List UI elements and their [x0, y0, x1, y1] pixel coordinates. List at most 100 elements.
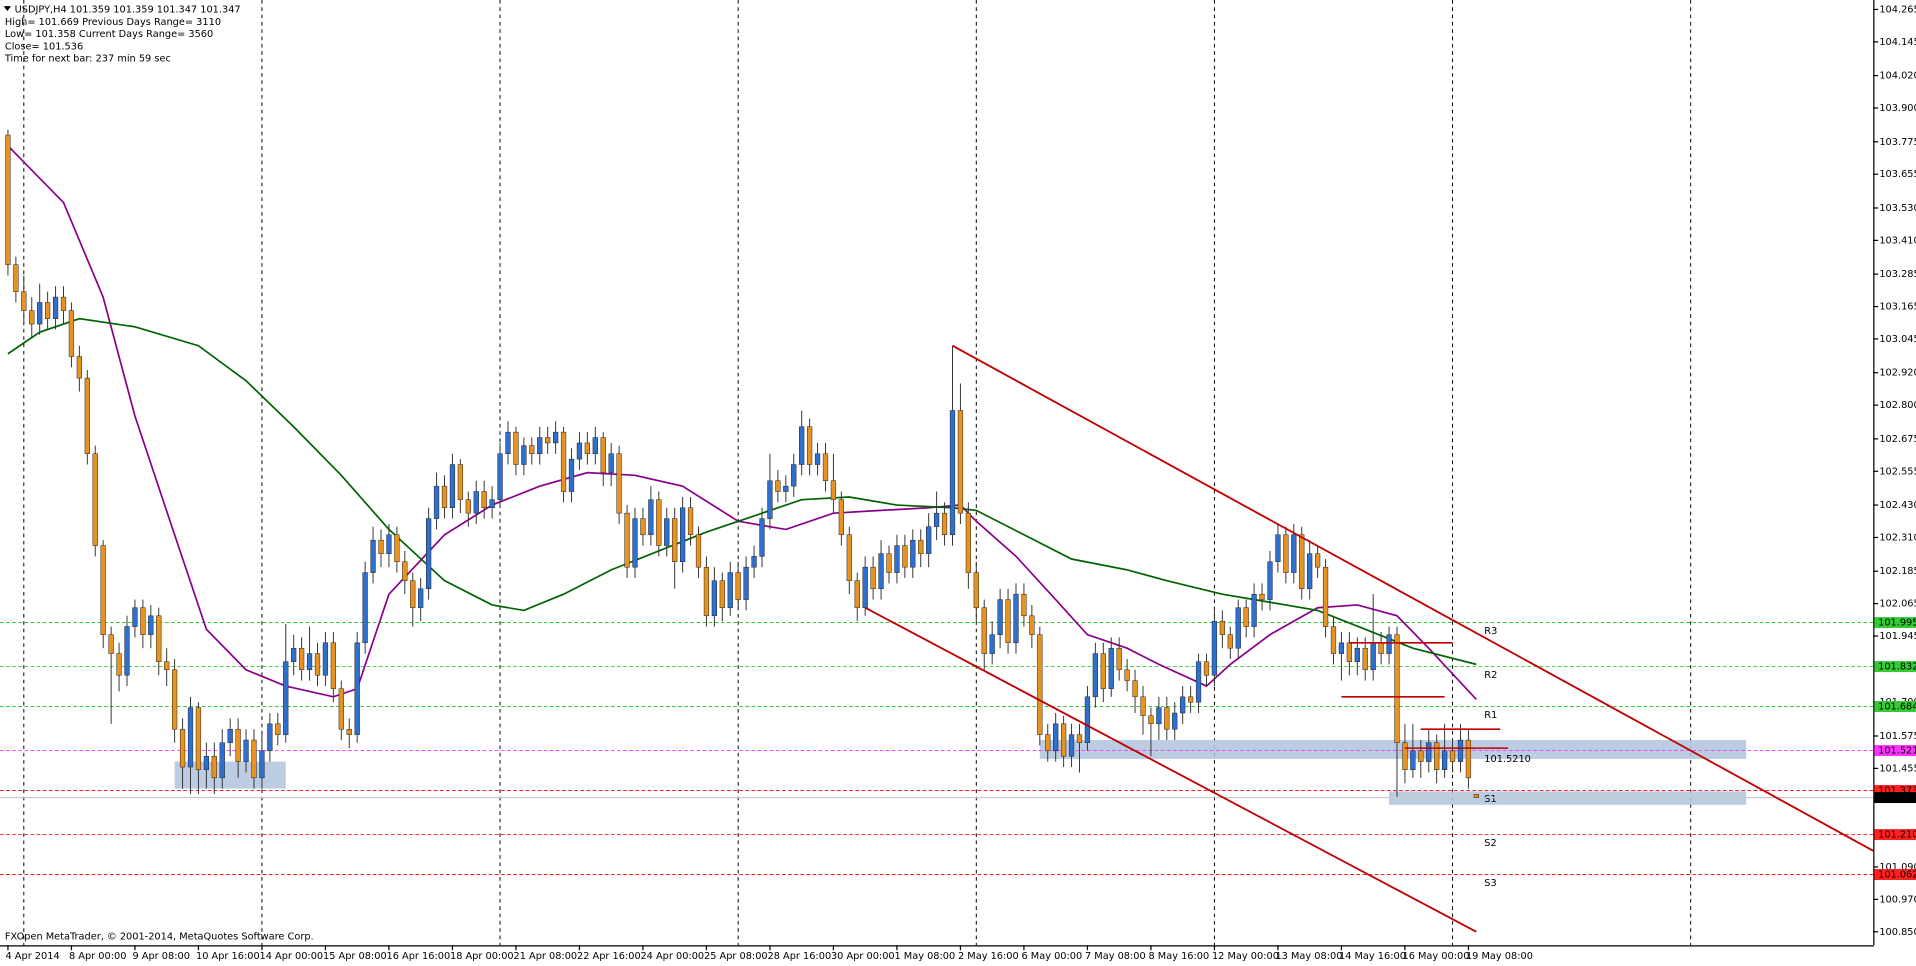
candle-body: [997, 599, 1003, 635]
candle-body: [568, 458, 575, 492]
candle-body: [1068, 734, 1075, 757]
candle-body: [1354, 647, 1360, 662]
price-tag-label: 101.521: [1878, 746, 1916, 757]
candle-body: [330, 642, 336, 689]
trendline: [952, 344, 1874, 852]
price-tag: [1874, 829, 1916, 841]
price-tag-label: 101.210: [1878, 830, 1916, 841]
pivot-name: S1: [1484, 794, 1496, 805]
candle-body: [219, 742, 225, 779]
candle-body: [298, 647, 305, 671]
y-tick-label: 103.655: [1879, 169, 1916, 180]
candle-body: [854, 580, 860, 608]
candle-body: [1346, 642, 1352, 662]
x-tick-label: 8 Apr 00:00: [69, 951, 126, 962]
candle-body: [44, 302, 51, 319]
price-tag-label: 101.373: [1878, 786, 1916, 797]
candle-body: [1164, 707, 1170, 730]
price-tag: [1874, 701, 1916, 713]
candle-body: [846, 534, 852, 581]
y-tick-label: 101.945: [1879, 631, 1916, 642]
candle-body: [600, 437, 606, 473]
candle-body: [1259, 593, 1265, 600]
candle-body: [1235, 607, 1241, 649]
collapse-arrow[interactable]: [3, 6, 11, 11]
y-tick-label: 101.455: [1879, 763, 1916, 774]
candle-body: [13, 264, 19, 292]
candle-body: [1053, 723, 1059, 752]
candle-body: [767, 480, 773, 519]
candle-body: [108, 634, 114, 654]
candle-body: [957, 410, 964, 514]
candle-body: [1211, 620, 1218, 676]
candle-body: [1100, 653, 1106, 689]
candle-body: [743, 566, 749, 600]
y-tick-label: 101.575: [1879, 731, 1916, 742]
candle-body: [1029, 615, 1035, 635]
candle-body: [251, 739, 257, 779]
candle-body: [608, 453, 614, 473]
candle-body: [1283, 534, 1289, 573]
info-line: Time for next bar: 237 min 59 sec: [4, 53, 171, 64]
x-tick-label: 4 Apr 2014: [5, 951, 59, 962]
x-tick-label: 8 May 16:00: [1148, 951, 1209, 962]
trendline: [864, 606, 1477, 933]
candle-body: [100, 545, 106, 635]
candle-body: [695, 534, 702, 568]
price-tag: [1874, 745, 1916, 757]
candle-body: [402, 561, 408, 581]
x-tick-label: 16 May 00:00: [1402, 951, 1469, 962]
candle-body: [148, 615, 154, 635]
y-tick-label: 103.900: [1879, 103, 1916, 114]
candle-body: [822, 453, 829, 481]
candle-body: [1180, 696, 1186, 714]
candle-body: [211, 755, 217, 779]
candle-body: [1172, 712, 1178, 730]
x-tick-label: 2 May 16:00: [958, 951, 1019, 962]
candle-body: [783, 485, 789, 492]
candle-body: [283, 661, 289, 735]
candle-body: [76, 356, 82, 379]
candle-body: [814, 453, 821, 465]
candle-body: [1219, 620, 1225, 635]
candle-body: [1021, 593, 1027, 617]
y-tick-label: 102.430: [1879, 500, 1916, 511]
candle-body: [378, 539, 384, 554]
candle-body: [481, 491, 487, 509]
candle-body: [806, 426, 813, 465]
candle-body: [1084, 696, 1091, 743]
candle-body: [1251, 593, 1257, 627]
candle-body: [1076, 734, 1083, 743]
candle-body: [1275, 534, 1281, 563]
candle-body: [394, 534, 400, 563]
x-tick-label: 13 May 08:00: [1275, 951, 1342, 962]
candle-body: [1449, 750, 1456, 762]
candle-body: [918, 539, 924, 554]
candle-body: [1140, 696, 1146, 716]
symbol-line: USDJPY,H4 101.359 101.359 101.347 101.34…: [15, 5, 241, 16]
candle-body: [981, 607, 987, 654]
candle-body: [727, 572, 733, 608]
x-tick-label: 28 Apr 16:00: [767, 951, 831, 962]
price-tag-label: 101.347: [1878, 793, 1916, 804]
candle-body: [1203, 661, 1210, 676]
candle-body: [632, 518, 638, 568]
candle-body: [1434, 742, 1440, 770]
candle-body: [656, 499, 662, 546]
candle-body: [886, 553, 892, 573]
y-tick-label: 102.920: [1879, 368, 1916, 379]
candle-body: [291, 647, 297, 662]
candle-body: [933, 512, 940, 527]
pivot-name: S2: [1484, 838, 1496, 849]
candle-body: [1060, 723, 1067, 757]
x-tick-label: 9 Apr 08:00: [132, 951, 189, 962]
candle-body: [830, 480, 837, 500]
y-tick-label: 100.970: [1879, 894, 1916, 905]
candle-body: [227, 728, 233, 743]
candle-body: [465, 499, 471, 514]
candle-body: [449, 464, 456, 509]
moving-average: [7, 145, 1477, 701]
candle-body: [513, 431, 519, 465]
